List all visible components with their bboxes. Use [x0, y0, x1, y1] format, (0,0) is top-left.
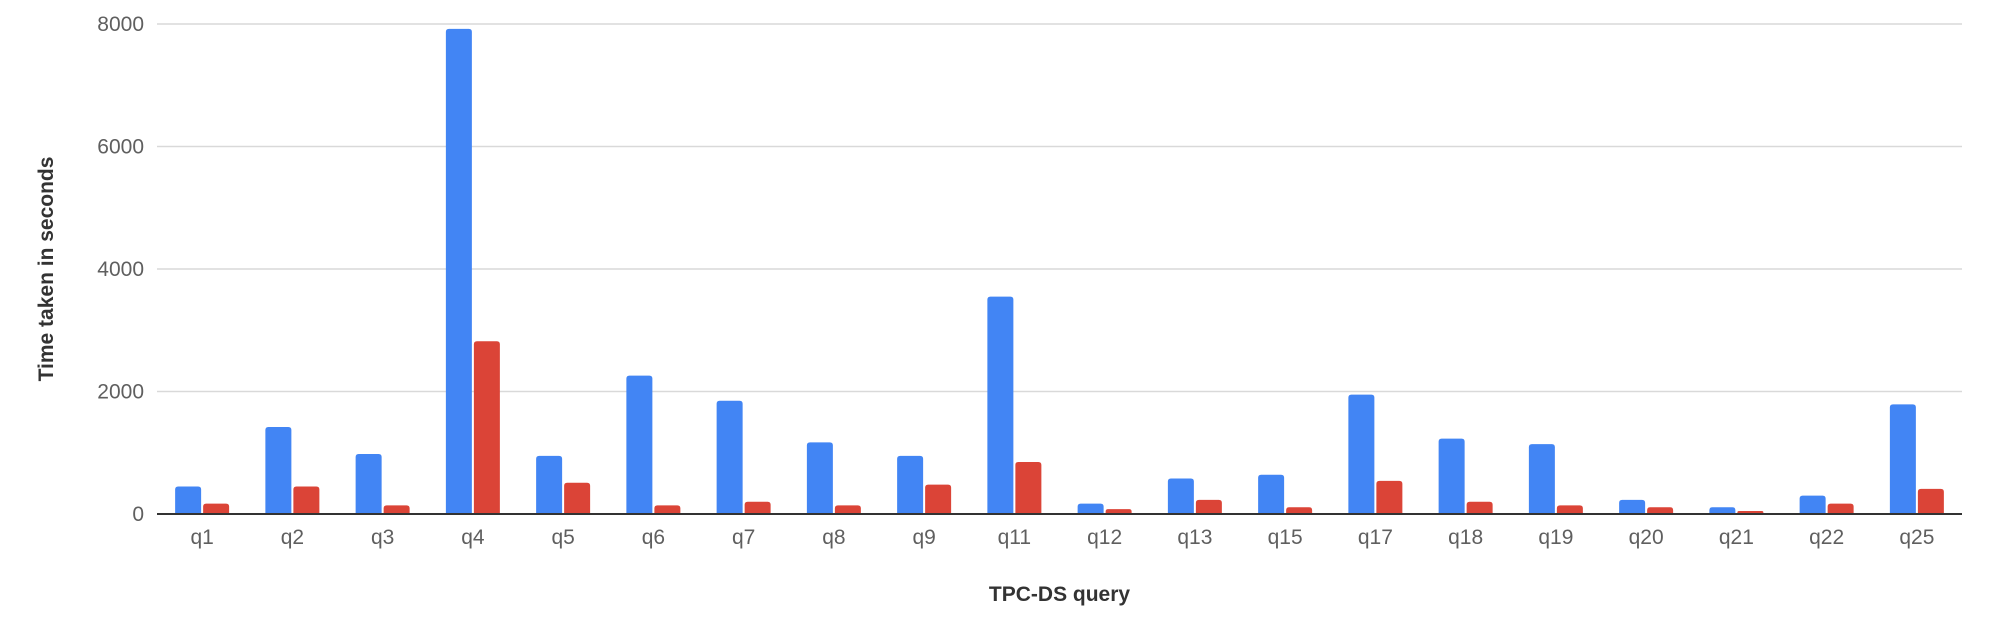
bar-series2-q13 [1195, 499, 1222, 514]
x-tick-label: q18 [1448, 526, 1483, 549]
x-tick-label: q1 [190, 526, 213, 549]
x-tick-label: q8 [822, 526, 845, 549]
y-axis-ticks: 0 2000 4000 6000 8000 [97, 13, 144, 526]
bar-series1-q22 [1799, 495, 1826, 514]
x-tick-label: q5 [551, 526, 574, 549]
bar-series2-q20 [1647, 507, 1674, 514]
bar-series1-q11 [987, 296, 1014, 514]
x-tick-label: q11 [998, 526, 1031, 549]
bar-series2-q1 [203, 503, 230, 514]
y-tick-label: 2000 [97, 381, 144, 404]
y-tick-label: 6000 [97, 136, 144, 159]
bar-series1-q4 [445, 28, 472, 515]
x-tick-label: q25 [1899, 526, 1934, 549]
x-tick-label: q6 [642, 526, 665, 549]
bar-series1-q15 [1258, 474, 1285, 514]
bar-series2-q25 [1917, 488, 1944, 514]
bar-series2-q3 [383, 505, 410, 514]
bar-series1-q5 [536, 455, 563, 514]
bar-series2-q7 [744, 501, 771, 514]
x-tick-label: q19 [1538, 526, 1573, 549]
y-tick-label: 0 [132, 503, 144, 526]
bars [175, 28, 1944, 515]
bar-series1-q17 [1348, 394, 1375, 514]
x-tick-label: q21 [1719, 526, 1754, 549]
bar-series1-q1 [175, 486, 202, 514]
x-tick-label: q4 [461, 526, 485, 549]
bar-series2-q18 [1466, 501, 1493, 514]
bar-series2-q11 [1015, 461, 1042, 514]
bar-series2-q22 [1827, 503, 1854, 514]
bar-series1-q3 [355, 453, 382, 514]
bar-series1-q7 [716, 400, 743, 514]
bar-series2-q6 [654, 505, 681, 514]
x-tick-label: q12 [1087, 526, 1122, 549]
bar-series1-q20 [1619, 499, 1646, 514]
bar-series2-q2 [293, 486, 320, 514]
bar-series2-q12 [1105, 509, 1132, 514]
bar-series1-q9 [897, 455, 924, 514]
bar-series2-q17 [1376, 480, 1403, 514]
bar-series2-q5 [564, 482, 591, 514]
bar-series2-q15 [1286, 507, 1313, 514]
bar-series1-q21 [1709, 507, 1736, 514]
bar-series1-q13 [1167, 478, 1194, 514]
y-tick-label: 8000 [97, 13, 144, 36]
bar-series1-q12 [1077, 503, 1104, 514]
y-axis-title: Time taken in seconds [35, 157, 58, 382]
bar-series1-q19 [1528, 444, 1555, 514]
bar-series1-q8 [806, 442, 833, 514]
x-axis-ticks: q1 q2 q3 q4 q5 q6 q7 q8 q9 q11 q12 q13 q15 q17 q18 q19 q… [190, 526, 1934, 549]
bar-series2-q8 [834, 505, 861, 514]
bar-series2-q4 [473, 341, 500, 514]
x-tick-label: q2 [281, 526, 304, 549]
x-tick-label: q7 [732, 526, 755, 549]
bar-series1-q25 [1889, 404, 1916, 514]
y-tick-label: 4000 [97, 258, 144, 281]
x-tick-label: q3 [371, 526, 394, 549]
gridlines [157, 23, 1962, 393]
x-tick-label: q22 [1809, 526, 1844, 549]
bar-series2-q19 [1556, 505, 1583, 514]
bar-series1-q2 [265, 427, 292, 514]
bar-series1-q18 [1438, 438, 1465, 514]
x-tick-label: q9 [912, 526, 935, 549]
x-axis-title: TPC-DS query [989, 583, 1131, 606]
x-tick-label: q17 [1358, 526, 1393, 549]
x-tick-label: q20 [1629, 526, 1664, 549]
bar-series1-q6 [626, 375, 653, 514]
bar-series2-q9 [925, 484, 952, 514]
x-tick-label: q15 [1268, 526, 1303, 549]
x-tick-label: q13 [1177, 526, 1212, 549]
